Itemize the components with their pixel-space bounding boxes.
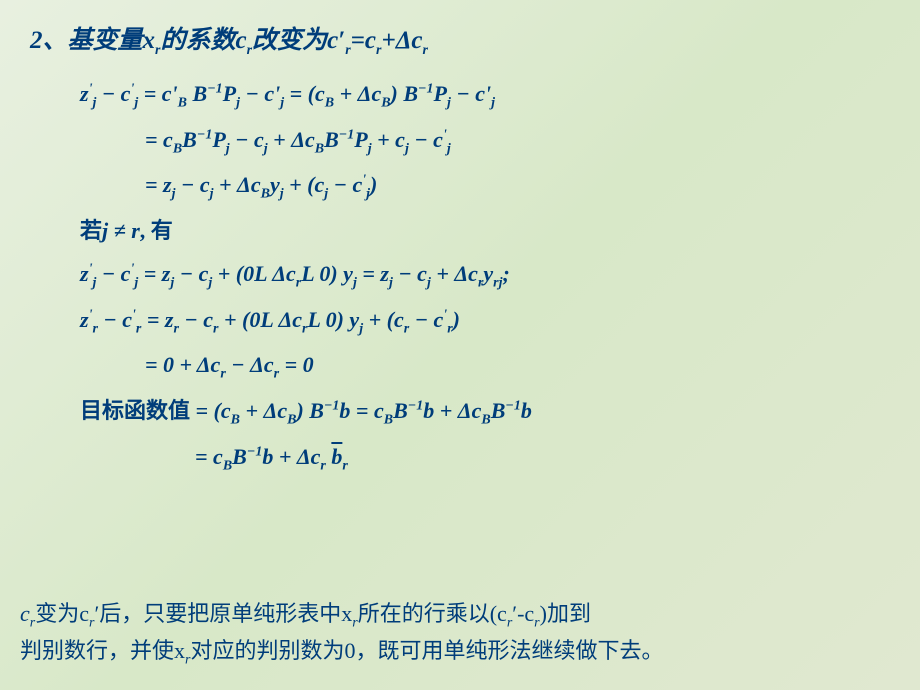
objective-label: 目标函数值: [80, 398, 190, 423]
eq-line-4: z'j − c'j = zj − cj + (0L ΔcrL 0) yj = z…: [80, 254, 890, 296]
var: c′r=cr+Δcr: [327, 27, 428, 54]
equation-block: z'j − c'j = c'B B−1Pj − c'j = (cB + ΔcB)…: [80, 74, 890, 478]
slide-content: 2、基变量xr的系数cr改变为c′r=cr+Δcr z'j − c'j = c'…: [0, 0, 920, 502]
var: cr: [235, 27, 252, 54]
var: xr: [143, 27, 161, 54]
eq-line-3: = zj − cj + ΔcByj + (cj − c'j): [145, 165, 890, 207]
title-text: 改变为: [252, 27, 327, 54]
eq-line-7: 目标函数值 = (cB + ΔcB) B−1b = cBB−1b + ΔcBB−…: [80, 391, 890, 433]
title-text: 2、基变量: [30, 27, 143, 54]
footer-explanation: cr变为cr′后，只要把原单纯形表中xr所在的行乘以(cr′-cr)加到 判别数…: [20, 597, 900, 670]
condition-text: 若j ≠ r, 有: [80, 211, 890, 251]
eq-line-2: = cBB−1Pj − cj + ΔcBB−1Pj + cj − c'j: [145, 120, 890, 162]
slide-title: 2、基变量xr的系数cr改变为c′r=cr+Δcr: [30, 20, 890, 59]
title-text: 的系数: [160, 27, 235, 54]
eq-line-8: = cBB−1b + Δcr br: [195, 437, 890, 479]
eq-line-1: z'j − c'j = c'B B−1Pj − c'j = (cB + ΔcB)…: [80, 74, 890, 116]
eq-line-5: z'r − c'r = zr − cr + (0L ΔcrL 0) yj + (…: [80, 300, 890, 342]
eq-line-6: = 0 + Δcr − Δcr = 0: [145, 345, 890, 387]
